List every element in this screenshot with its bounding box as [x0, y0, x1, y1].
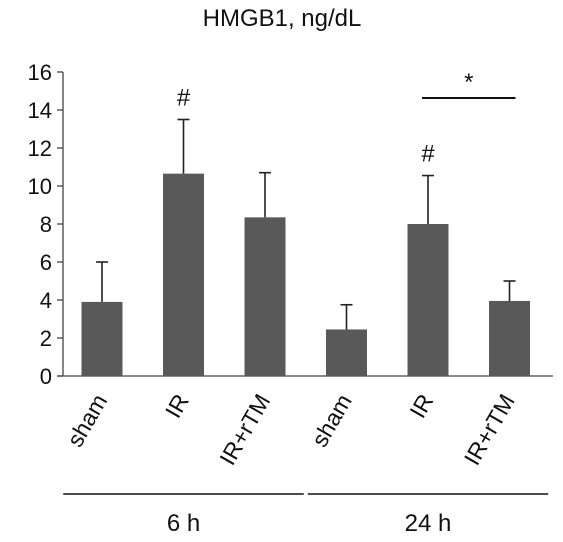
x-tick-label: IR [404, 390, 438, 423]
bar [163, 173, 204, 376]
chart-title: HMGB1, ng/dL [203, 5, 362, 32]
x-axis-labels: sham IR IR+rTM sham IR IR+rTM [62, 390, 520, 470]
group-label: 6 h [167, 510, 200, 537]
y-axis: 0 2 4 6 8 10 12 14 16 [28, 60, 553, 389]
x-tick-label: sham [306, 390, 357, 452]
bar [489, 300, 530, 376]
x-tick-label: IR+rTM [214, 390, 275, 470]
x-tick-label: IR+rTM [459, 390, 520, 470]
bar [244, 217, 286, 376]
bar [326, 329, 367, 376]
error-bars [96, 118, 516, 330]
annotations: # # * [177, 69, 516, 168]
bars [81, 173, 530, 376]
group-brackets: 6 h 24 h [63, 493, 549, 537]
x-tick-label: sham [62, 390, 113, 452]
y-tick-label: 10 [28, 174, 52, 199]
bar [81, 301, 123, 376]
y-tick-label: 12 [28, 136, 52, 161]
y-tick-label: 8 [40, 212, 52, 237]
significance-mark: # [177, 85, 191, 112]
y-tick-label: 2 [40, 326, 52, 351]
y-tick-label: 6 [40, 250, 52, 275]
x-tick-label: IR [160, 390, 194, 423]
significance-mark: # [421, 141, 435, 168]
y-tick-label: 4 [40, 288, 52, 313]
group-label: 24 h [405, 510, 452, 537]
y-tick-label: 16 [28, 60, 52, 85]
bar [407, 224, 449, 376]
y-tick-label: 14 [28, 98, 52, 123]
comparison-label: * [464, 69, 473, 96]
y-tick-label: 0 [40, 364, 52, 389]
